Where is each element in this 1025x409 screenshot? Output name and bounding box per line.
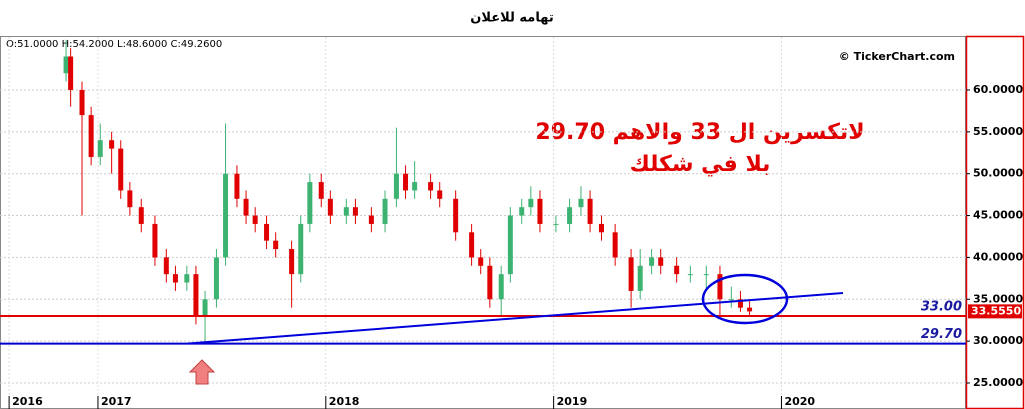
candle-body xyxy=(478,257,484,266)
y-tick-label: 60.0000 xyxy=(973,83,1023,96)
y-tick-label: 50.0000 xyxy=(973,167,1023,180)
candle-body xyxy=(68,56,74,90)
y-tick-label: 25.0000 xyxy=(973,376,1023,389)
candle-body xyxy=(412,182,418,191)
arrow xyxy=(188,359,216,385)
candle-body xyxy=(213,257,219,300)
x-tick-label: 2020 xyxy=(784,395,815,408)
candle-body xyxy=(63,56,69,74)
ohlc-text: O:51.0000 H:54.2000 L:48.6000 C:49.2600 xyxy=(6,39,222,50)
candle-body xyxy=(298,223,304,275)
x-tick-label: 2016 xyxy=(12,395,43,408)
candle-body xyxy=(507,215,513,275)
last-price-label: 33.5550 xyxy=(971,304,1021,317)
candle-body xyxy=(598,223,604,233)
candle-body xyxy=(252,215,258,224)
y-tick-label: 40.0000 xyxy=(973,250,1023,263)
candle-body xyxy=(428,182,434,191)
candle-body xyxy=(193,274,199,317)
y-tick-label: 35.0000 xyxy=(973,292,1023,305)
header xyxy=(0,0,1025,36)
y-tick-label: 55.0000 xyxy=(973,125,1023,138)
candle-body xyxy=(453,198,459,233)
x-tick-label: 2017 xyxy=(101,395,132,408)
candle-body xyxy=(382,198,388,224)
candle-body xyxy=(393,173,399,199)
candle-body xyxy=(537,198,543,224)
candle-body xyxy=(728,299,734,301)
candle-body xyxy=(97,140,103,157)
level-label: 33.00 xyxy=(921,300,962,315)
x-tick-label: 2019 xyxy=(557,395,588,408)
candle-body xyxy=(578,198,584,208)
candle-body xyxy=(79,89,85,116)
candle-body xyxy=(318,182,324,199)
candle-body xyxy=(184,274,190,283)
candle-body xyxy=(674,265,680,275)
candle-body xyxy=(368,215,374,224)
candle-body xyxy=(127,190,133,208)
candle-body xyxy=(343,207,349,216)
candle-body xyxy=(163,257,169,275)
candle-body xyxy=(469,232,475,258)
y-tick-label: 30.0000 xyxy=(973,334,1023,347)
candle-body xyxy=(628,257,634,291)
candle-body xyxy=(88,115,94,157)
candle-body xyxy=(637,265,643,291)
candle-body xyxy=(612,232,618,258)
candle-body xyxy=(138,207,144,224)
candle-body xyxy=(437,190,443,199)
y-tick-label: 45.0000 xyxy=(973,209,1023,222)
annotation: لاتكسرين ال 33 والاهم 29.70 xyxy=(535,120,864,145)
candle-body xyxy=(519,207,525,216)
annotation: بلا في شكلك xyxy=(630,152,771,177)
candle-body xyxy=(289,249,295,275)
candle-body xyxy=(528,198,534,208)
candle-body xyxy=(118,148,124,191)
candle-body xyxy=(307,182,313,224)
candle-body xyxy=(737,299,743,308)
candle-body xyxy=(109,140,115,149)
candle-body xyxy=(658,257,664,266)
candle-body xyxy=(152,223,158,258)
candle-body xyxy=(747,307,753,312)
candle-body xyxy=(567,207,573,224)
candle-body xyxy=(352,207,358,216)
watermark: © TickerChart.com xyxy=(839,50,955,63)
highlight-ellipse xyxy=(701,273,789,325)
candle-body xyxy=(223,173,229,258)
price-axis xyxy=(965,35,1025,409)
candle-body xyxy=(649,257,655,266)
candle-body xyxy=(498,274,504,300)
candle-body xyxy=(587,198,593,224)
trend-line xyxy=(186,291,844,345)
candle-body xyxy=(717,274,723,300)
candle-body xyxy=(487,265,493,300)
candle-body xyxy=(553,223,559,225)
candle-body xyxy=(703,274,709,276)
candle-body xyxy=(273,240,279,250)
candle-body xyxy=(172,274,178,283)
candle-body xyxy=(243,198,249,216)
candle-body xyxy=(234,173,240,199)
candle-body xyxy=(202,299,208,317)
candle-body xyxy=(687,274,693,276)
candle-body xyxy=(264,223,270,241)
level-label: 29.70 xyxy=(921,327,962,342)
x-tick-label: 2018 xyxy=(329,395,360,408)
candle-body xyxy=(327,198,333,216)
last-price-box xyxy=(968,304,1022,319)
plot-area xyxy=(0,36,966,409)
chart-title: تهامه للاعلان xyxy=(470,11,553,26)
candle-body xyxy=(403,173,409,191)
